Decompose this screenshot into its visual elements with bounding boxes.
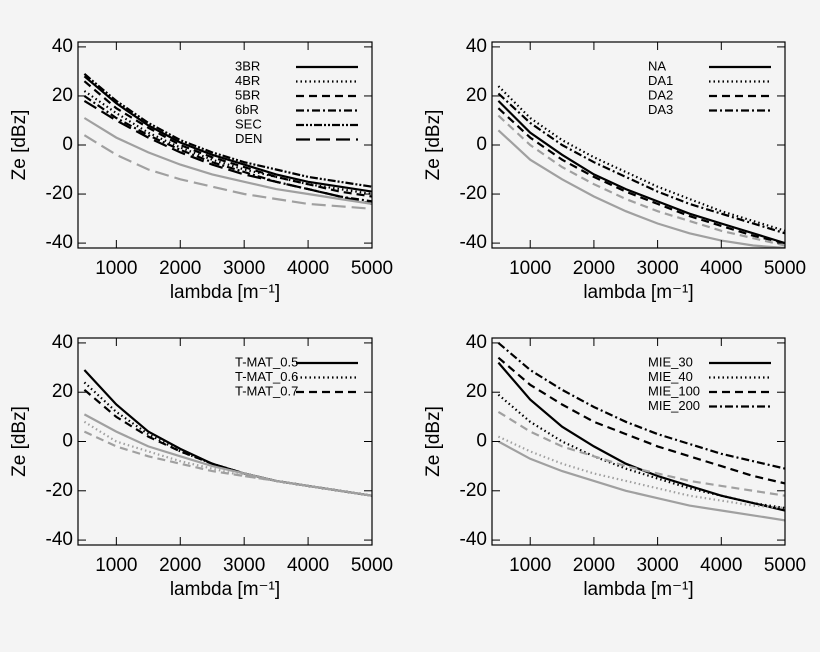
series-line bbox=[497, 361, 785, 512]
x-tick-label: 2000 bbox=[159, 258, 201, 279]
y-tick-label: 0 bbox=[476, 431, 487, 452]
x-tick-label: 1000 bbox=[95, 555, 137, 576]
y-tick-label: -40 bbox=[46, 232, 73, 253]
series-line bbox=[83, 95, 372, 203]
legend-label: T-MAT_0.6 bbox=[235, 369, 298, 384]
series-line bbox=[497, 114, 785, 247]
x-tick-label: 3000 bbox=[223, 258, 265, 279]
series-line bbox=[83, 381, 372, 497]
legend-label: DEN bbox=[235, 131, 262, 146]
series-line bbox=[83, 388, 372, 497]
y-axis-label: Ze [dBz] bbox=[9, 406, 30, 477]
x-tick-label: 3000 bbox=[223, 555, 265, 576]
x-tick-label: 1000 bbox=[95, 258, 137, 279]
y-tick-label: 20 bbox=[52, 85, 73, 106]
x-tick-label: 3000 bbox=[636, 258, 678, 279]
series-line bbox=[83, 369, 372, 497]
plot-frame bbox=[77, 337, 373, 546]
legend-label: MIE_200 bbox=[648, 398, 700, 413]
series-line bbox=[83, 117, 372, 205]
x-tick-label: 5000 bbox=[351, 555, 393, 576]
series-line bbox=[497, 85, 785, 232]
panel: 1000 2000 3000 4000 5000 -40 -20 0 20 40 lambda [m… bbox=[9, 332, 393, 600]
y-tick-label: 40 bbox=[52, 36, 73, 57]
y-tick-label: 0 bbox=[62, 431, 73, 452]
y-tick-label: -20 bbox=[460, 183, 487, 204]
legend-label: NA bbox=[648, 58, 666, 73]
y-tick-label: -40 bbox=[460, 529, 487, 550]
y-tick-label: -20 bbox=[460, 480, 487, 501]
y-tick-label: 20 bbox=[52, 381, 73, 402]
y-tick-label: -40 bbox=[46, 529, 73, 550]
y-axis-label: Ze [dBz] bbox=[423, 406, 444, 477]
y-tick-label: 0 bbox=[476, 134, 487, 155]
series-line bbox=[497, 410, 785, 497]
series-line bbox=[497, 440, 785, 522]
x-tick-label: 1000 bbox=[509, 258, 551, 279]
y-tick-label: 40 bbox=[52, 332, 73, 353]
series-line bbox=[83, 80, 372, 198]
panel: 1000 2000 3000 4000 5000 -40 -20 0 20 40 lambda [m… bbox=[423, 332, 806, 600]
x-tick-label: 4000 bbox=[287, 555, 329, 576]
x-tick-label: 1000 bbox=[509, 555, 551, 576]
series-line bbox=[497, 435, 785, 510]
x-tick-label: 4000 bbox=[700, 555, 742, 576]
x-axis-label: lambda [m⁻¹] bbox=[170, 579, 280, 600]
y-tick-label: 40 bbox=[466, 332, 487, 353]
x-tick-label: 2000 bbox=[573, 555, 615, 576]
y-axis-label: Ze [dBz] bbox=[9, 110, 30, 181]
plot-frame bbox=[77, 41, 373, 249]
y-tick-label: 20 bbox=[466, 381, 487, 402]
series-line bbox=[497, 342, 785, 470]
x-tick-label: 3000 bbox=[636, 555, 678, 576]
x-tick-label: 2000 bbox=[573, 258, 615, 279]
series-line bbox=[83, 430, 372, 497]
legend-label: DA3 bbox=[648, 102, 673, 117]
legend-label: DA1 bbox=[648, 73, 673, 88]
legend-label: DA2 bbox=[648, 87, 673, 102]
legend-label: T-MAT_0.7 bbox=[235, 383, 298, 398]
x-axis-label: lambda [m⁻¹] bbox=[583, 282, 693, 303]
series-line bbox=[83, 134, 372, 210]
legend-label: 4BR bbox=[235, 73, 260, 88]
legend-label: T-MAT_0.5 bbox=[235, 354, 298, 369]
panel: 1000 2000 3000 4000 5000 -40 -20 0 20 40 lambda [m… bbox=[423, 36, 806, 303]
y-tick-label: 40 bbox=[466, 36, 487, 57]
series-line bbox=[497, 107, 785, 245]
x-tick-label: 5000 bbox=[764, 258, 806, 279]
x-tick-label: 2000 bbox=[159, 555, 201, 576]
y-tick-label: -20 bbox=[46, 480, 73, 501]
legend-label: 5BR bbox=[235, 87, 260, 102]
panel: 1000 2000 3000 4000 5000 -40 -20 0 20 40 lambda [m… bbox=[9, 36, 393, 303]
x-axis-label: lambda [m⁻¹] bbox=[170, 282, 280, 303]
y-tick-label: -20 bbox=[46, 183, 73, 204]
series-line bbox=[83, 90, 372, 196]
series-line bbox=[497, 129, 785, 248]
series-line bbox=[83, 420, 372, 497]
legend-label: 3BR bbox=[235, 58, 260, 73]
series-line bbox=[497, 356, 785, 485]
x-tick-label: 4000 bbox=[700, 258, 742, 279]
legend-label: SEC bbox=[235, 116, 262, 131]
x-tick-label: 5000 bbox=[351, 258, 393, 279]
legend-label: MIE_30 bbox=[648, 354, 693, 369]
series-line bbox=[497, 100, 785, 245]
series-line bbox=[497, 393, 785, 510]
y-tick-label: 0 bbox=[62, 134, 73, 155]
series-line bbox=[83, 73, 372, 188]
x-axis-label: lambda [m⁻¹] bbox=[583, 579, 693, 600]
legend-label: MIE_40 bbox=[648, 369, 693, 384]
y-tick-label: -40 bbox=[460, 232, 487, 253]
series-line bbox=[497, 92, 785, 235]
x-tick-label: 4000 bbox=[287, 258, 329, 279]
series-line bbox=[83, 413, 372, 497]
y-axis-label: Ze [dBz] bbox=[423, 110, 444, 181]
legend-label: 6bR bbox=[235, 102, 259, 117]
x-tick-label: 5000 bbox=[764, 555, 806, 576]
series-line bbox=[83, 75, 372, 193]
legend-label: MIE_100 bbox=[648, 383, 700, 398]
y-tick-label: 20 bbox=[466, 85, 487, 106]
